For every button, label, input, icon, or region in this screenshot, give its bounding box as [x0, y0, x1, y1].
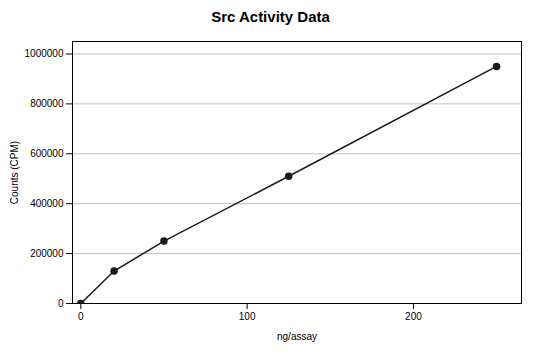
svg-text:1000000: 1000000 — [25, 48, 64, 59]
svg-text:600000: 600000 — [30, 148, 64, 159]
svg-text:400000: 400000 — [30, 198, 64, 209]
svg-text:0: 0 — [78, 311, 84, 322]
svg-text:200: 200 — [405, 311, 422, 322]
svg-text:200000: 200000 — [30, 248, 64, 259]
svg-text:Counts (CPM): Counts (CPM) — [9, 141, 20, 204]
svg-text:ng/assay: ng/assay — [277, 331, 317, 342]
svg-text:0: 0 — [58, 298, 64, 309]
svg-text:800000: 800000 — [30, 98, 64, 109]
svg-text:100: 100 — [239, 311, 256, 322]
html-text:Src Activity Data: Src Activity Data — [211, 8, 330, 25]
